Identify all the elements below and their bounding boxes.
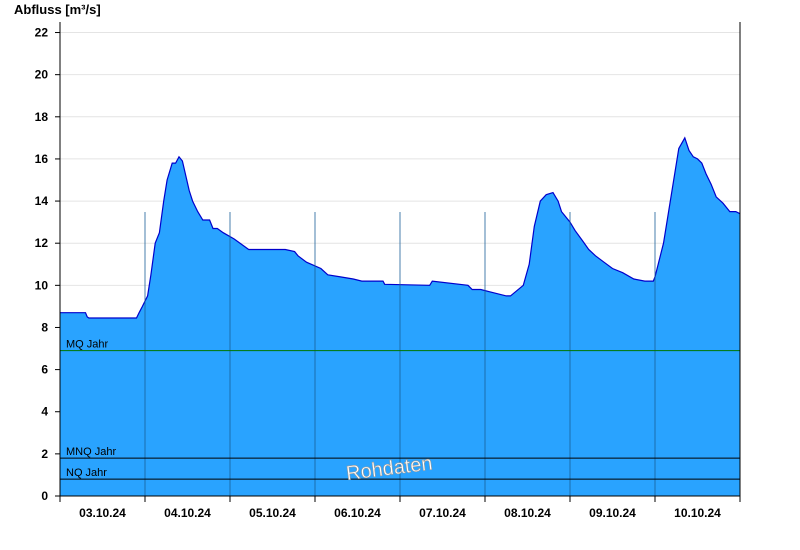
y-tick-label: 2 <box>41 447 48 461</box>
y-tick-label: 12 <box>35 236 49 250</box>
y-tick-label: 16 <box>35 152 49 166</box>
x-tick-label: 10.10.24 <box>674 506 721 520</box>
axes: 0 2 4 6 8 10 12 14 16 18 20 22 03.10.24 04.10.24 05.10… <box>35 22 741 520</box>
y-tick-label: 4 <box>41 405 48 419</box>
reference-lines: MQ Jahr MNQ Jahr NQ Jahr <box>60 339 740 480</box>
y-tick-label: 0 <box>41 489 48 503</box>
y-tick-label: 22 <box>35 26 49 40</box>
y-tick-label: 20 <box>35 68 49 82</box>
x-tick-label: 09.10.24 <box>589 506 636 520</box>
x-tick-label: 05.10.24 <box>249 506 296 520</box>
reference-label: MQ Jahr <box>66 339 109 351</box>
data-layer <box>60 136 741 496</box>
y-tick-label: 18 <box>35 110 49 124</box>
y-tick-label: 10 <box>35 278 49 292</box>
x-tick-label: 03.10.24 <box>79 506 126 520</box>
y-tick-label: 14 <box>35 194 49 208</box>
x-tick-label: 07.10.24 <box>419 506 466 520</box>
y-axis-label: Abfluss [m³/s] <box>14 2 101 17</box>
x-tick-label: 04.10.24 <box>164 506 211 520</box>
y-tick-label: 6 <box>41 363 48 377</box>
x-tick-label: 06.10.24 <box>334 506 381 520</box>
x-tick-label: 08.10.24 <box>504 506 551 520</box>
reference-label: MNQ Jahr <box>66 446 116 458</box>
reference-label: NQ Jahr <box>66 467 107 479</box>
y-tick-label: 8 <box>41 320 48 334</box>
